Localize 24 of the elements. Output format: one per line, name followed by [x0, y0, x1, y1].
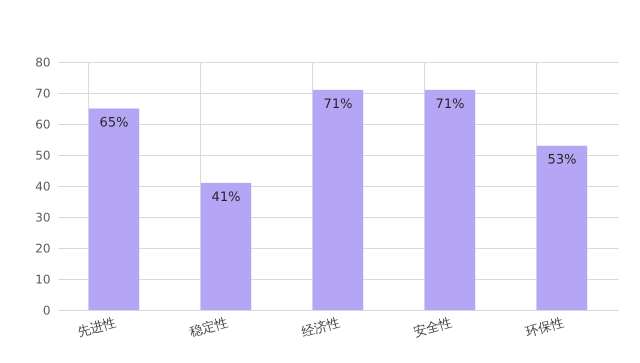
x-tick-label: 稳定性 [188, 316, 230, 340]
y-tick-label: 30 [35, 210, 50, 224]
y-tick-label: 0 [42, 304, 50, 318]
y-tick-label: 70 [35, 86, 50, 100]
x-tick-label: 经济性 [300, 316, 342, 340]
y-tick-label: 80 [35, 56, 50, 70]
x-tick-label: 先进性 [76, 316, 118, 340]
y-tick-label: 20 [35, 242, 50, 256]
data-label: 53% [548, 152, 576, 168]
bar [312, 90, 364, 310]
data-label: 41% [212, 190, 240, 205]
x-tick-label: 环保性 [524, 316, 566, 340]
y-tick-label: 40 [35, 180, 50, 194]
x-tick-label: 安全性 [412, 314, 454, 340]
y-tick-label: 60 [35, 118, 50, 132]
bar [88, 108, 140, 310]
y-tick-label: 50 [35, 148, 50, 162]
data-label: 71% [436, 96, 464, 112]
bar [424, 90, 476, 310]
data-label: 65% [100, 116, 128, 130]
bar [536, 146, 588, 310]
bar [200, 182, 252, 310]
data-label: 71% [324, 96, 352, 112]
y-tick-label: 10 [35, 272, 50, 286]
